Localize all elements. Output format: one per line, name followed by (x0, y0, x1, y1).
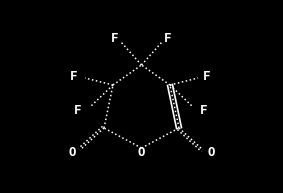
Text: O: O (207, 146, 215, 159)
Text: O: O (138, 146, 145, 158)
Text: F: F (203, 69, 211, 82)
Text: F: F (70, 69, 78, 82)
Text: F: F (111, 31, 119, 45)
Text: F: F (200, 103, 208, 117)
Text: O: O (68, 146, 76, 159)
Text: F: F (164, 31, 172, 45)
Text: F: F (74, 103, 82, 117)
